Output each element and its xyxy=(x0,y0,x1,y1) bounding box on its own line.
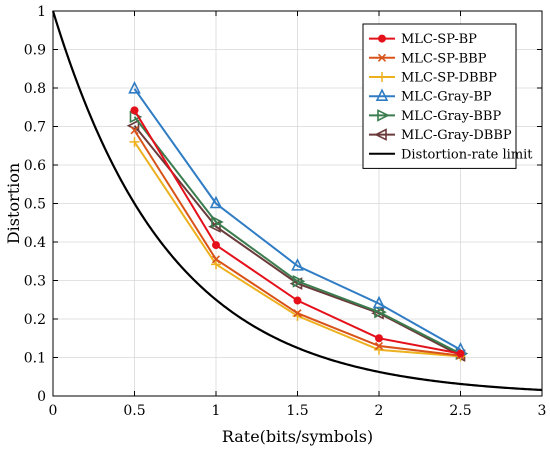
limit-curve xyxy=(51,10,543,392)
y-tick-label: 1 xyxy=(37,4,46,20)
legend-label: MLC-Gray-DBBP xyxy=(401,128,512,143)
y-tick-label: 0.8 xyxy=(24,81,46,97)
data-point xyxy=(129,110,143,124)
series-mlc-sp-bp xyxy=(130,106,465,358)
legend-label: MLC-SP-BBP xyxy=(401,51,487,66)
legend-entry: MLC-Gray-DBBP xyxy=(369,128,512,143)
legend-marker xyxy=(375,88,389,101)
data-point xyxy=(211,215,224,229)
x-tick-label: 3 xyxy=(538,403,547,419)
legend-label: Distortion-rate limit xyxy=(401,147,533,162)
x-tick-label: 1 xyxy=(212,403,221,419)
y-tick-label: 0.4 xyxy=(24,235,46,251)
data-point xyxy=(129,136,140,147)
legend-entry: MLC-SP-DBBP xyxy=(369,71,497,86)
y-tick-label: 0 xyxy=(37,389,46,405)
y-tick-label: 0.1 xyxy=(24,351,46,367)
data-point xyxy=(211,259,221,270)
series-line xyxy=(133,116,461,355)
legend-label: MLC-Gray-BBP xyxy=(401,109,501,124)
data-point xyxy=(130,106,139,115)
data-point xyxy=(211,255,221,264)
y-tick-label: 0.7 xyxy=(24,120,46,136)
legend: MLC-SP-BP MLC-SP-BBP MLC-SP-DBBP MLC-Gray-B… xyxy=(362,23,533,169)
data-point xyxy=(130,126,139,135)
plot-frame xyxy=(52,10,543,397)
data-point xyxy=(293,296,302,305)
legend-entry: MLC-Gray-BP xyxy=(369,88,492,105)
y-tick-label: 0.6 xyxy=(24,158,46,174)
legend-marker-stroke xyxy=(377,53,387,62)
data-point-stroke xyxy=(374,341,384,351)
data-point-stroke xyxy=(130,126,139,135)
legend-marker xyxy=(377,53,387,62)
series-mlc-gray-bp xyxy=(128,80,467,355)
data-point xyxy=(374,305,387,319)
data-point xyxy=(212,241,220,250)
x-tick-label: 1.5 xyxy=(286,403,308,419)
series-distortion-rate-limit xyxy=(51,10,543,392)
data-point xyxy=(372,295,386,309)
x-tick-label: 0 xyxy=(49,403,58,419)
legend-label: MLC-SP-DBBP xyxy=(401,71,497,86)
x-tick-label: 2 xyxy=(375,403,384,419)
legend-entry: MLC-SP-BBP xyxy=(369,51,487,66)
data-point xyxy=(209,195,223,209)
data-point xyxy=(128,80,141,94)
legend-label: MLC-Gray-BP xyxy=(401,90,492,105)
series-group xyxy=(51,10,543,392)
x-tick-label: 2.5 xyxy=(449,403,471,419)
tick-labels: 0 0.5 1 1.5 2 2.5 3 0 0.1 0.2 0.3 0.4 0.5 0.6 0.7 0.8 0.… xyxy=(24,4,547,419)
data-point-stroke xyxy=(211,255,221,264)
legend-marker xyxy=(377,109,390,122)
data-point-stroke xyxy=(293,309,302,318)
y-tick-label: 0.5 xyxy=(24,197,46,213)
x-tick-label: 0.5 xyxy=(123,403,145,419)
legend-marker xyxy=(374,128,387,141)
series-line xyxy=(133,88,461,351)
data-point xyxy=(208,220,221,233)
legend-entry: Distortion-rate limit xyxy=(369,147,533,162)
data-point xyxy=(291,258,304,271)
data-point xyxy=(374,341,384,351)
legend-label: MLC-SP-BP xyxy=(401,32,477,47)
legend-entry: MLC-SP-BP xyxy=(369,32,477,47)
data-point xyxy=(456,349,465,358)
x-axis-label: Rate(bits/symbols) xyxy=(222,427,373,446)
data-point xyxy=(375,334,383,343)
y-tick-label: 0.9 xyxy=(24,43,46,59)
y-tick-label: 0.2 xyxy=(24,312,46,328)
y-axis-label: Distortion xyxy=(4,163,23,244)
data-point xyxy=(293,309,302,318)
legend-marker xyxy=(378,34,386,43)
data-point xyxy=(292,274,306,288)
y-tick-label: 0.3 xyxy=(24,274,46,290)
legend-entry: MLC-Gray-BBP xyxy=(369,109,501,124)
legend-marker xyxy=(377,72,387,82)
